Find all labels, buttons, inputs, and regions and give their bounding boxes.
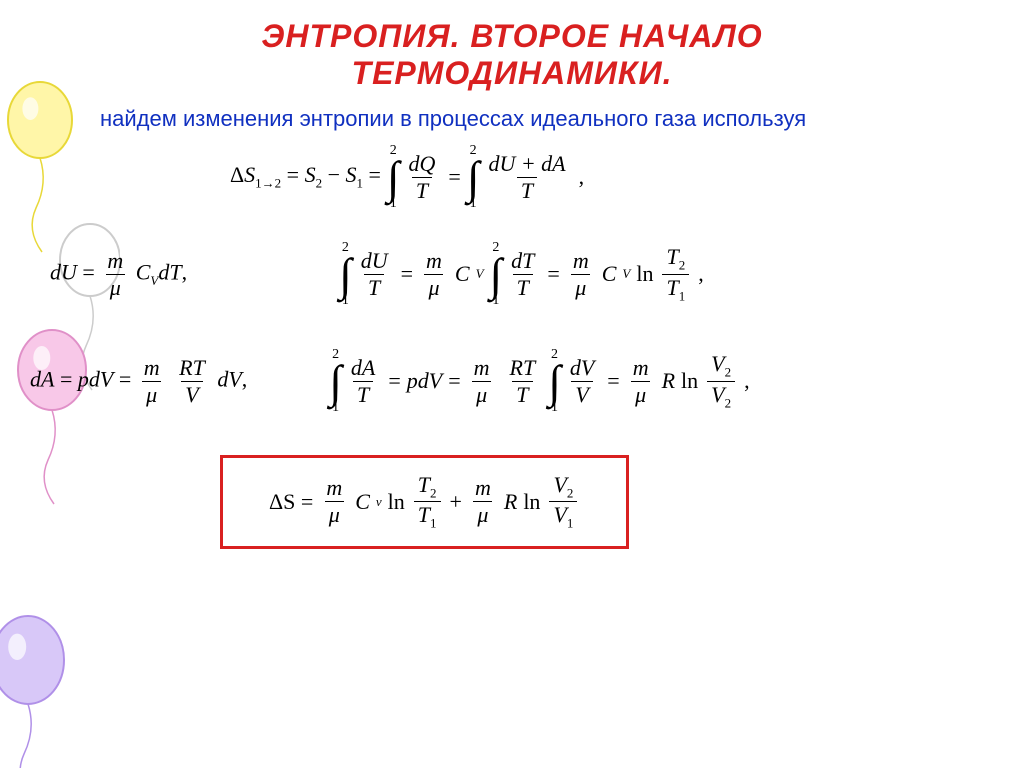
equation-dU-row: dU = mμ CVdT, 2∫1 dUT = mμ CV 2∫1 dTT = … xyxy=(30,241,1024,308)
equation-dA-row: dA = pdV = mμ RTV dV, 2∫1 dAT = pdV = mμ… xyxy=(30,348,1024,415)
slide-title: ЭНТРОПИЯ. ВТОРОЕ НАЧАЛО ТЕРМОДИНАМИКИ. xyxy=(0,0,1024,92)
equation-entropy-definition: ΔS1→2 = S2 − S1 = 2∫1 dQT = 2∫1 dU + dAT… xyxy=(230,144,1024,211)
equation-result-row: ΔS = mμ Cv ln T2 T1 + mμ R ln V2 V1 xyxy=(220,455,1024,549)
result-box: ΔS = mμ Cv ln T2 T1 + mμ R ln V2 V1 xyxy=(220,455,629,549)
title-line-1: ЭНТРОПИЯ. ВТОРОЕ НАЧАЛО xyxy=(261,18,762,54)
slide-subtitle: найдем изменения энтропии в процессах ид… xyxy=(100,106,980,132)
title-line-2: ТЕРМОДИНАМИКИ. xyxy=(352,55,673,91)
equations-area: ΔS1→2 = S2 − S1 = 2∫1 dQT = 2∫1 dU + dAT… xyxy=(30,144,1024,549)
